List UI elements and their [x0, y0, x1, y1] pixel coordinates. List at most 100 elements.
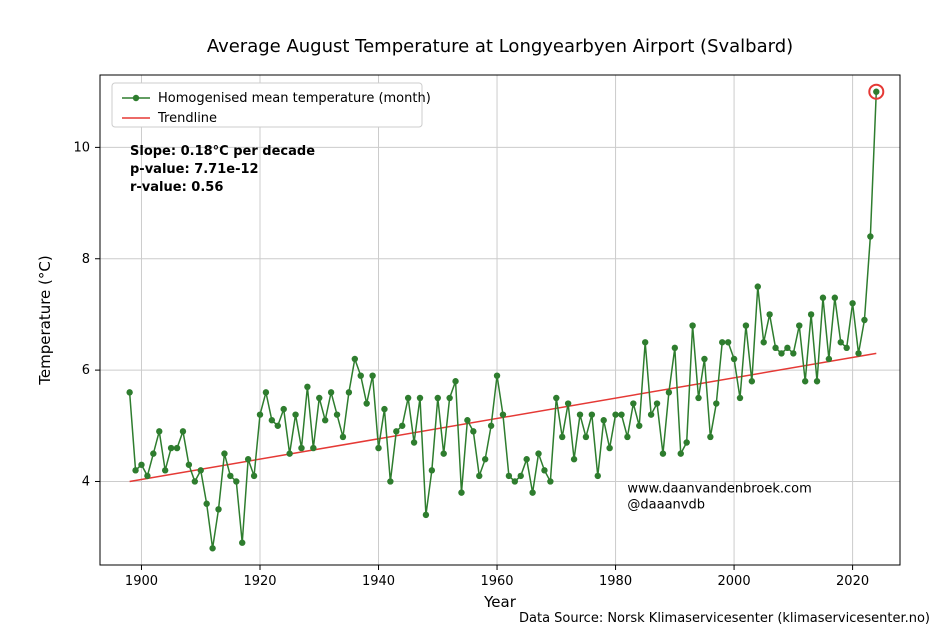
data-point: [174, 445, 180, 451]
data-point: [310, 445, 316, 451]
data-point: [873, 89, 879, 95]
data-point: [168, 445, 174, 451]
data-point: [808, 311, 814, 317]
data-point: [843, 345, 849, 351]
data-point: [358, 372, 364, 378]
credit-url: www.daanvandenbroek.com: [627, 482, 811, 497]
stats-slope: Slope: 0.18°C per decade: [130, 144, 315, 159]
data-point: [470, 428, 476, 434]
data-point: [298, 445, 304, 451]
data-point: [790, 350, 796, 356]
data-point: [838, 339, 844, 345]
data-point: [452, 378, 458, 384]
data-point: [737, 395, 743, 401]
data-point: [405, 395, 411, 401]
data-point: [713, 400, 719, 406]
data-point: [512, 478, 518, 484]
data-point: [618, 411, 624, 417]
data-point: [209, 545, 215, 551]
tick-y-label: 6: [82, 363, 90, 378]
data-point: [429, 467, 435, 473]
tick-y-label: 4: [82, 474, 90, 489]
data-point: [198, 467, 204, 473]
data-point: [612, 411, 618, 417]
tick-x-label: 1900: [125, 574, 158, 589]
data-point: [494, 372, 500, 378]
data-point: [334, 411, 340, 417]
data-point: [547, 478, 553, 484]
data-point: [867, 233, 873, 239]
data-point: [458, 489, 464, 495]
data-point: [150, 450, 156, 456]
temperature-chart: 190019201940196019802000202046810Average…: [0, 0, 940, 627]
data-point: [393, 428, 399, 434]
data-point: [814, 378, 820, 384]
data-point: [695, 395, 701, 401]
data-point: [340, 434, 346, 440]
data-point: [595, 473, 601, 479]
data-point: [606, 445, 612, 451]
data-point: [476, 473, 482, 479]
data-point: [488, 423, 494, 429]
data-point: [559, 434, 565, 440]
data-point: [654, 400, 660, 406]
data-point: [630, 400, 636, 406]
data-point: [322, 417, 328, 423]
data-point: [446, 395, 452, 401]
data-point: [500, 411, 506, 417]
data-point: [257, 411, 263, 417]
data-point: [624, 434, 630, 440]
data-point: [707, 434, 713, 440]
data-point: [286, 450, 292, 456]
data-point: [683, 439, 689, 445]
data-source: Data Source: Norsk Klimaservicesenter (k…: [519, 611, 930, 626]
data-point: [275, 423, 281, 429]
stats-pvalue: p-value: 7.71e-12: [130, 162, 259, 177]
data-point: [743, 322, 749, 328]
data-point: [126, 389, 132, 395]
data-point: [346, 389, 352, 395]
data-point: [363, 400, 369, 406]
data-point: [766, 311, 772, 317]
data-point: [156, 428, 162, 434]
data-point: [441, 450, 447, 456]
data-point: [523, 456, 529, 462]
data-point: [132, 467, 138, 473]
data-point: [648, 411, 654, 417]
data-point: [316, 395, 322, 401]
chart-title: Average August Temperature at Longyearby…: [207, 36, 793, 57]
data-point: [553, 395, 559, 401]
data-point: [772, 345, 778, 351]
data-point: [352, 356, 358, 362]
data-point: [375, 445, 381, 451]
data-point: [144, 473, 150, 479]
data-point: [541, 467, 547, 473]
data-point: [666, 389, 672, 395]
credit-handle: @daaanvdb: [627, 498, 705, 513]
data-point: [601, 417, 607, 423]
data-point: [660, 450, 666, 456]
data-point: [328, 389, 334, 395]
data-point: [292, 411, 298, 417]
data-point: [583, 434, 589, 440]
data-point: [215, 506, 221, 512]
data-point: [387, 478, 393, 484]
tick-x-label: 1940: [362, 574, 395, 589]
data-point: [636, 423, 642, 429]
data-point: [518, 473, 524, 479]
data-point: [411, 439, 417, 445]
data-point: [565, 400, 571, 406]
data-point: [535, 450, 541, 456]
data-point: [678, 450, 684, 456]
data-point: [749, 378, 755, 384]
data-point: [245, 456, 251, 462]
data-point: [861, 317, 867, 323]
data-point: [304, 384, 310, 390]
data-point: [399, 423, 405, 429]
data-point: [719, 339, 725, 345]
data-point: [689, 322, 695, 328]
data-point: [849, 300, 855, 306]
data-point: [423, 512, 429, 518]
data-point: [820, 295, 826, 301]
data-point: [221, 450, 227, 456]
